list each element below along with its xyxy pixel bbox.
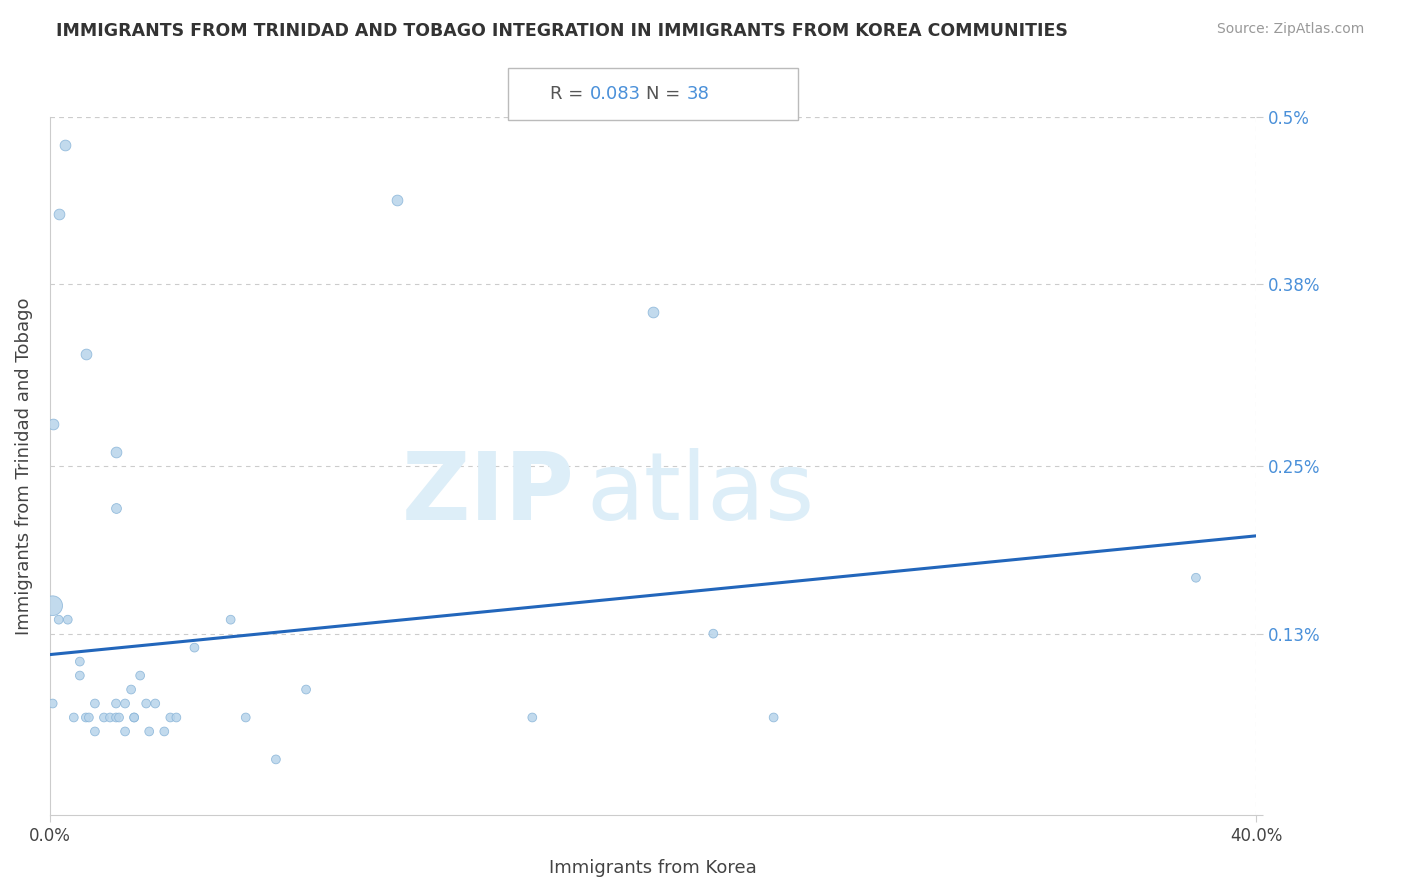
- Point: [62, 710, 84, 724]
- Point: [69, 655, 91, 669]
- Text: 38: 38: [686, 86, 710, 103]
- FancyBboxPatch shape: [508, 68, 797, 120]
- Point: [105, 697, 128, 711]
- Point: [75, 347, 97, 361]
- Point: [153, 724, 176, 739]
- Point: [84, 724, 107, 739]
- Point: [48, 613, 70, 627]
- Point: [56, 613, 79, 627]
- Point: [98, 710, 121, 724]
- Point: [77, 710, 100, 724]
- Point: [120, 682, 142, 697]
- Point: [114, 697, 136, 711]
- Point: [69, 668, 91, 682]
- Point: [75, 710, 97, 724]
- Text: R =: R =: [550, 86, 589, 103]
- Text: Source: ZipAtlas.com: Source: ZipAtlas.com: [1216, 22, 1364, 37]
- Point: [41, 417, 63, 431]
- Text: 0.083: 0.083: [591, 86, 641, 103]
- Y-axis label: Immigrants from Trinidad and Tobago: Immigrants from Trinidad and Tobago: [15, 297, 32, 635]
- Point: [105, 500, 128, 515]
- Text: atlas: atlas: [586, 448, 815, 540]
- Point: [48, 207, 70, 221]
- Text: N =: N =: [645, 86, 686, 103]
- Point: [702, 626, 724, 640]
- Text: ZIP: ZIP: [402, 448, 575, 540]
- Point: [41, 599, 63, 613]
- Point: [129, 668, 152, 682]
- Point: [264, 752, 287, 766]
- Point: [522, 710, 544, 724]
- Point: [93, 710, 115, 724]
- Point: [135, 697, 157, 711]
- Point: [762, 710, 785, 724]
- Text: IMMIGRANTS FROM TRINIDAD AND TOBAGO INTEGRATION IN IMMIGRANTS FROM KOREA COMMUNI: IMMIGRANTS FROM TRINIDAD AND TOBAGO INTE…: [56, 22, 1069, 40]
- Point: [84, 697, 107, 711]
- Point: [159, 710, 181, 724]
- Point: [122, 710, 145, 724]
- Point: [165, 710, 187, 724]
- Point: [53, 137, 76, 152]
- Point: [295, 682, 318, 697]
- Point: [105, 710, 128, 724]
- Point: [108, 710, 131, 724]
- Point: [143, 697, 166, 711]
- Point: [235, 710, 257, 724]
- Point: [1185, 571, 1208, 585]
- Point: [105, 445, 128, 459]
- Point: [41, 697, 63, 711]
- Point: [183, 640, 205, 655]
- Point: [138, 724, 160, 739]
- Point: [641, 305, 664, 319]
- Point: [114, 724, 136, 739]
- X-axis label: Immigrants from Korea: Immigrants from Korea: [550, 859, 756, 877]
- Point: [219, 613, 242, 627]
- Point: [385, 194, 408, 208]
- Point: [122, 710, 145, 724]
